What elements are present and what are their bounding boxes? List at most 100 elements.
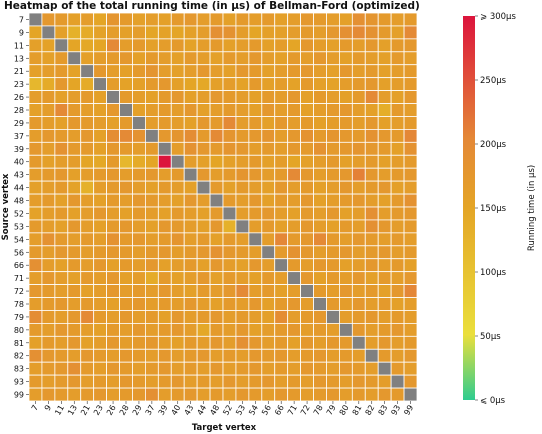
y-tick-label: 93 <box>14 378 24 387</box>
heatmap-cell <box>170 51 185 66</box>
x-tick-label: 48 <box>208 404 221 417</box>
heatmap-cell <box>54 193 69 208</box>
heatmap-cell <box>364 322 379 337</box>
heatmap-cell <box>403 193 418 208</box>
heatmap-cell <box>132 297 146 311</box>
heatmap-cell <box>80 374 95 389</box>
y-tick-label: 72 <box>14 287 24 296</box>
heatmap-cell <box>144 90 159 104</box>
heatmap-cell <box>196 219 211 234</box>
heatmap-cell <box>93 206 107 221</box>
heatmap-cell <box>93 193 107 208</box>
heatmap-cell <box>106 258 120 273</box>
heatmap-cell <box>28 38 43 53</box>
heatmap-cell <box>222 103 237 117</box>
heatmap-cell <box>80 258 95 273</box>
heatmap-cell <box>248 38 263 53</box>
heatmap-cell <box>144 141 159 156</box>
heatmap-cell <box>364 154 379 169</box>
heatmap-cell <box>235 297 250 311</box>
heatmap-cell <box>235 193 250 208</box>
heatmap-cell <box>67 38 82 53</box>
heatmap-cell <box>119 141 133 156</box>
heatmap-cell <box>157 25 172 40</box>
heatmap-cell <box>106 128 120 143</box>
heatmap-cell <box>313 219 327 234</box>
heatmap-cell <box>287 103 302 117</box>
heatmap-cell <box>93 116 107 130</box>
heatmap-cell <box>313 38 327 53</box>
heatmap-cell <box>222 90 237 104</box>
heatmap-cell <box>287 335 302 350</box>
heatmap-cell <box>170 25 185 40</box>
heatmap-cell <box>170 38 185 53</box>
heatmap-cell <box>326 128 340 143</box>
heatmap-cell <box>235 116 250 130</box>
y-tick-label: 71 <box>14 274 24 283</box>
heatmap-cell <box>170 12 185 27</box>
heatmap-cell <box>248 361 263 376</box>
heatmap-cell <box>80 103 95 117</box>
heatmap-cell <box>274 258 289 273</box>
y-tick-label: 81 <box>14 339 24 348</box>
heatmap-cell <box>144 271 159 286</box>
heatmap-cell <box>313 387 327 402</box>
heatmap-cell <box>132 219 146 234</box>
heatmap-cell <box>41 258 56 273</box>
heatmap-cell <box>326 64 340 79</box>
colorbar-tick-label: 200μs <box>480 140 507 150</box>
heatmap-cell <box>157 387 172 402</box>
heatmap-cell <box>170 193 185 208</box>
heatmap-cell <box>274 141 289 156</box>
heatmap-cell <box>403 64 418 79</box>
heatmap-cell <box>157 219 172 234</box>
heatmap-cell <box>248 103 263 117</box>
heatmap-cell <box>235 90 250 104</box>
heatmap-cell <box>93 387 107 402</box>
heatmap-cell <box>235 271 250 286</box>
heatmap-cell <box>351 335 366 350</box>
heatmap-cell <box>106 232 120 247</box>
heatmap-cell <box>196 193 211 208</box>
heatmap-cell <box>300 348 314 363</box>
heatmap-cell <box>54 206 69 221</box>
heatmap-cell <box>403 361 418 376</box>
heatmap-cell <box>196 180 211 195</box>
heatmap-cell <box>364 348 379 363</box>
heatmap-cell <box>144 64 159 79</box>
heatmap-cell <box>351 361 366 376</box>
heatmap-cell <box>80 180 95 195</box>
heatmap-cell <box>300 38 314 53</box>
heatmap-cell <box>80 348 95 363</box>
heatmap-cell <box>183 38 198 53</box>
heatmap-cell <box>80 361 95 376</box>
heatmap-cell <box>183 90 198 104</box>
heatmap-cell <box>313 232 327 247</box>
heatmap-cell <box>157 310 172 324</box>
heatmap-cell <box>235 154 250 169</box>
heatmap-cell <box>170 116 185 130</box>
heatmap-cell <box>106 77 120 91</box>
heatmap-cell <box>261 103 276 117</box>
heatmap-cell <box>119 64 133 79</box>
heatmap-cell <box>170 232 185 247</box>
heatmap-cell <box>28 77 43 91</box>
heatmap-cell <box>248 51 263 66</box>
heatmap-cell <box>235 206 250 221</box>
heatmap-cell <box>41 361 56 376</box>
heatmap-cell <box>28 348 43 363</box>
heatmap-cell <box>377 374 392 389</box>
y-tick-label: 40 <box>14 158 24 167</box>
heatmap-cell <box>157 206 172 221</box>
heatmap-cell <box>67 245 82 260</box>
heatmap-cell <box>209 64 224 79</box>
heatmap-cell <box>170 103 185 117</box>
x-tick-label: 78 <box>312 404 325 417</box>
heatmap-cell <box>67 103 82 117</box>
heatmap-cell <box>80 64 95 79</box>
heatmap-cell <box>119 103 133 117</box>
heatmap-cell <box>183 193 198 208</box>
heatmap-cell <box>364 90 379 104</box>
heatmap-cell <box>54 167 69 182</box>
heatmap-cell <box>390 51 405 66</box>
